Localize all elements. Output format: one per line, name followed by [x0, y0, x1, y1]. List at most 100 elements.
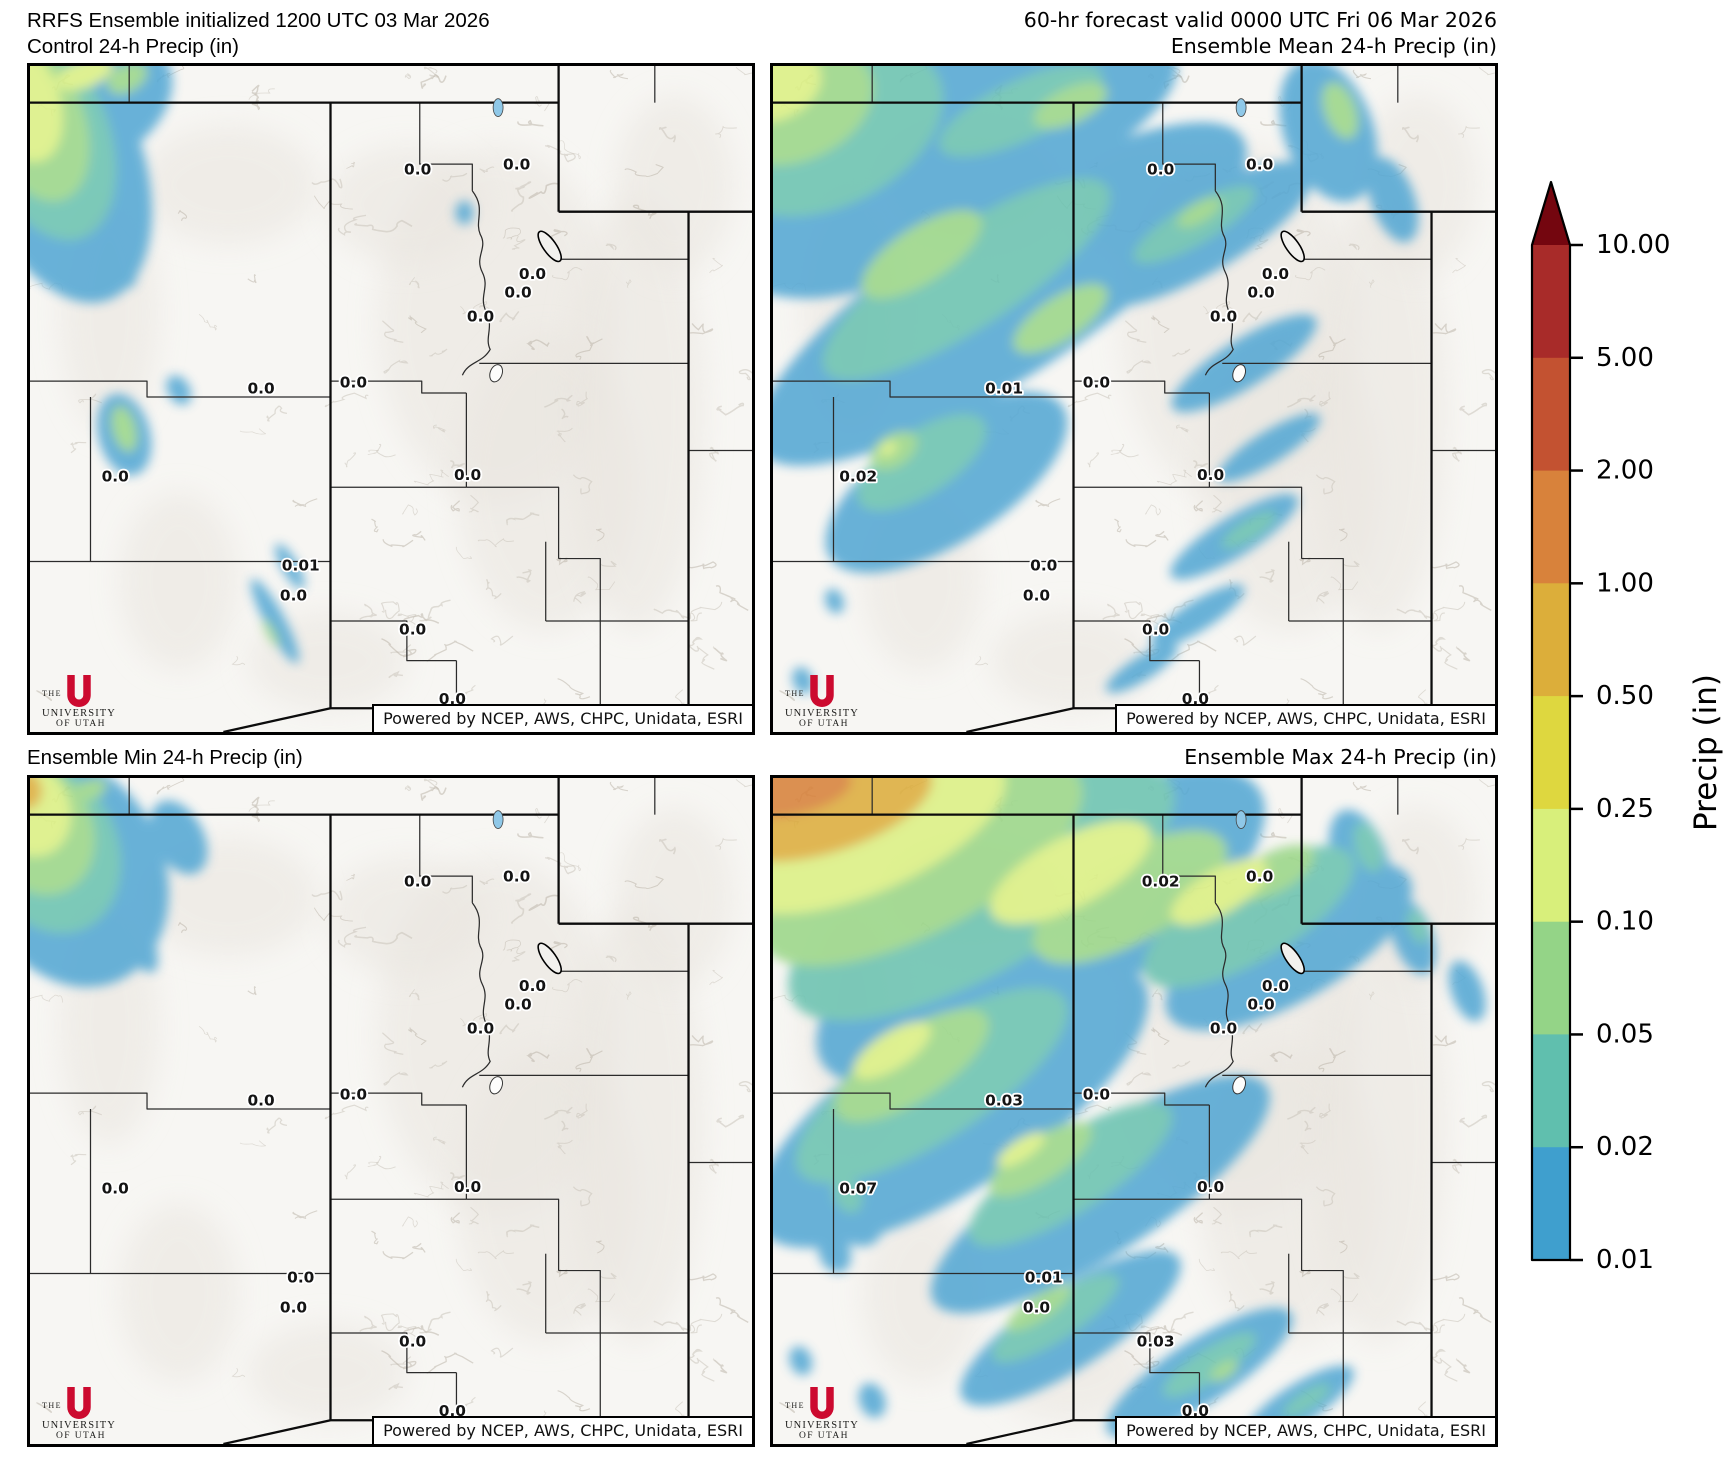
max-panel-title: Ensemble Max 24-h Precip (in) — [1184, 745, 1497, 769]
logo-of-utah: OF UTAH — [799, 719, 849, 729]
station-value-label: 0.0 — [1030, 557, 1057, 575]
attribution-bar: Powered by NCEP, AWS, CHPC, Unidata, ESR… — [1115, 1416, 1495, 1444]
logo-of-utah: OF UTAH — [799, 1431, 849, 1441]
map-panel-control: 0.0 0.0 0.0 0.0 0.0 0.0 0.0 0.0 0.0 0.01 0.0 0.0 0.0… — [27, 63, 755, 735]
map-panel-max: 0.02 0.0 0.0 0.0 0.0 0.03 0.0 0.07 0.0 0.01 0.0 0.0… — [770, 775, 1498, 1447]
station-value-label: 0.0 — [1023, 587, 1050, 605]
colorbar-axis-label: Precip (in) — [1688, 674, 1724, 831]
station-value-label: 0.0 — [504, 996, 531, 1014]
control-precip-map: 0.0 0.00.00.00.00.0 0.00.0 0.00.010.00.00.0 — [30, 66, 752, 732]
station-value-label: 0.0 — [1210, 1020, 1237, 1038]
station-value-label: 0.0 — [519, 977, 546, 995]
station-value-label: 0.0 — [399, 621, 426, 639]
map-panel-min: 0.0 0.0 0.0 0.0 0.0 0.0 0.0 0.0 0.0 0.0 0.0 0.0 0.0 … — [27, 775, 755, 1447]
logo-the: THE — [42, 1401, 63, 1410]
colorbar: 10.00 5.00 2.00 1.00 0.50 0.25 0.10 0.05 0.02 0.0… — [1500, 150, 1736, 1320]
station-value-label: 0.0 — [1262, 265, 1289, 283]
control-panel-title: Control 24-h Precip (in) — [27, 34, 239, 58]
logo-of-utah: OF UTAH — [56, 1431, 106, 1441]
block-u-icon — [810, 675, 834, 707]
station-value-label: 0.0 — [519, 265, 546, 283]
university-of-utah-logo: THE UNIVERSITY OF UTAH — [785, 1387, 877, 1441]
logo-university: UNIVERSITY — [42, 1420, 116, 1431]
station-value-label: 0.0 — [1147, 160, 1174, 178]
colorbar-tick-label: 5.00 — [1596, 343, 1654, 373]
colorbar-tick-label: 1.00 — [1596, 568, 1654, 598]
colorbar-tick-label: 0.10 — [1596, 907, 1654, 937]
station-value-label: 0.0 — [280, 1299, 307, 1317]
station-value-label: 0.0 — [1083, 374, 1110, 392]
station-value-label: 0.07 — [839, 1179, 877, 1197]
logo-university: UNIVERSITY — [785, 708, 859, 719]
station-value-label: 0.0 — [280, 587, 307, 605]
block-u-icon — [67, 675, 91, 707]
station-value-label: 0.0 — [247, 1091, 274, 1109]
colorbar-tick-label: 0.05 — [1596, 1019, 1654, 1049]
max-precip-map: 0.02 0.00.00.00.00.03 0.00.07 0.00.010.00.0… — [773, 778, 1495, 1444]
station-value-label: 0.02 — [1142, 872, 1180, 890]
logo-the: THE — [785, 1401, 806, 1410]
station-value-label: 0.01 — [985, 379, 1023, 397]
mean-panel-title: Ensemble Mean 24-h Precip (in) — [1170, 33, 1497, 58]
block-u-icon — [67, 1387, 91, 1419]
station-value-label: 0.0 — [102, 1179, 129, 1197]
station-value-label: 0.0 — [467, 1020, 494, 1038]
init-time-line: RRFS Ensemble initialized 1200 UTC 03 Ma… — [27, 9, 490, 32]
station-value-label: 0.0 — [404, 872, 431, 890]
station-value-label: 0.0 — [1197, 466, 1224, 484]
mean-precip-map: 0.0 0.00.00.00.00.01 0.00.02 0.00.00.00.00.… — [773, 66, 1495, 732]
station-value-label: 0.0 — [340, 1086, 367, 1104]
station-value-label: 0.0 — [1247, 284, 1274, 302]
station-value-label: 0.0 — [287, 1269, 314, 1287]
university-of-utah-logo: THE UNIVERSITY OF UTAH — [42, 675, 134, 729]
title-top-right: 60-hr forecast valid 0000 UTC Fri 06 Mar… — [1024, 8, 1497, 59]
station-value-label: 0.0 — [467, 308, 494, 326]
station-value-label: 0.0 — [1210, 308, 1237, 326]
station-value-label: 0.0 — [454, 1178, 481, 1196]
colorbar-tick-label: 10.00 — [1596, 230, 1670, 260]
university-of-utah-logo: THE UNIVERSITY OF UTAH — [785, 675, 877, 729]
logo-of-utah: OF UTAH — [56, 719, 106, 729]
map-panel-mean: 0.0 0.0 0.0 0.0 0.0 0.01 0.0 0.02 0.0 0.0 0.0 0.0 0.… — [770, 63, 1498, 735]
logo-university: UNIVERSITY — [785, 1420, 859, 1431]
attribution-bar: Powered by NCEP, AWS, CHPC, Unidata, ESR… — [1115, 704, 1495, 732]
min-precip-map: 0.0 0.00.00.00.00.0 0.00.0 0.00.00.00.00.0 — [30, 778, 752, 1444]
colorbar-tick-label: 0.02 — [1596, 1132, 1654, 1162]
station-value-label: 0.0 — [1197, 1178, 1224, 1196]
precip-colorbar: 10.00 5.00 2.00 1.00 0.50 0.25 0.10 0.05 0.02 0.0… — [1530, 180, 1724, 1275]
attribution-bar: Powered by NCEP, AWS, CHPC, Unidata, ESR… — [372, 704, 752, 732]
station-value-label: 0.0 — [399, 1333, 426, 1351]
title-bottom-left: Ensemble Min 24-h Precip (in) — [27, 745, 303, 771]
logo-the: THE — [785, 689, 806, 698]
station-value-label: 0.0 — [504, 284, 531, 302]
valid-time-line: 60-hr forecast valid 0000 UTC Fri 06 Mar… — [1023, 8, 1497, 32]
station-value-label: 0.0 — [1142, 621, 1169, 639]
colorbar-tick-label: 0.50 — [1596, 681, 1654, 711]
station-value-label: 0.01 — [1025, 1269, 1063, 1287]
station-value-label: 0.0 — [503, 868, 530, 886]
station-value-label: 0.01 — [282, 557, 320, 575]
station-value-label: 0.03 — [1137, 1333, 1175, 1351]
station-value-label: 0.0 — [454, 466, 481, 484]
block-u-icon — [810, 1387, 834, 1419]
colorbar-tick-label: 0.01 — [1596, 1245, 1654, 1275]
station-value-label: 0.0 — [340, 374, 367, 392]
station-value-label: 0.0 — [1246, 868, 1273, 886]
university-of-utah-logo: THE UNIVERSITY OF UTAH — [42, 1387, 134, 1441]
logo-university: UNIVERSITY — [42, 708, 116, 719]
logo-the: THE — [42, 689, 63, 698]
station-value-label: 0.03 — [985, 1091, 1023, 1109]
station-value-label: 0.02 — [839, 467, 877, 485]
station-value-label: 0.0 — [1083, 1086, 1110, 1104]
colorbar-tick-label: 0.25 — [1596, 794, 1654, 824]
station-value-label: 0.0 — [404, 160, 431, 178]
colorbar-tick-label: 2.00 — [1596, 456, 1654, 486]
station-value-label: 0.0 — [1246, 156, 1273, 174]
station-value-label: 0.0 — [1247, 996, 1274, 1014]
min-panel-title: Ensemble Min 24-h Precip (in) — [27, 746, 303, 769]
station-value-label: 0.0 — [1023, 1299, 1050, 1317]
title-top-left: RRFS Ensemble initialized 1200 UTC 03 Ma… — [27, 8, 490, 59]
station-value-label: 0.0 — [247, 379, 274, 397]
attribution-bar: Powered by NCEP, AWS, CHPC, Unidata, ESR… — [372, 1416, 752, 1444]
